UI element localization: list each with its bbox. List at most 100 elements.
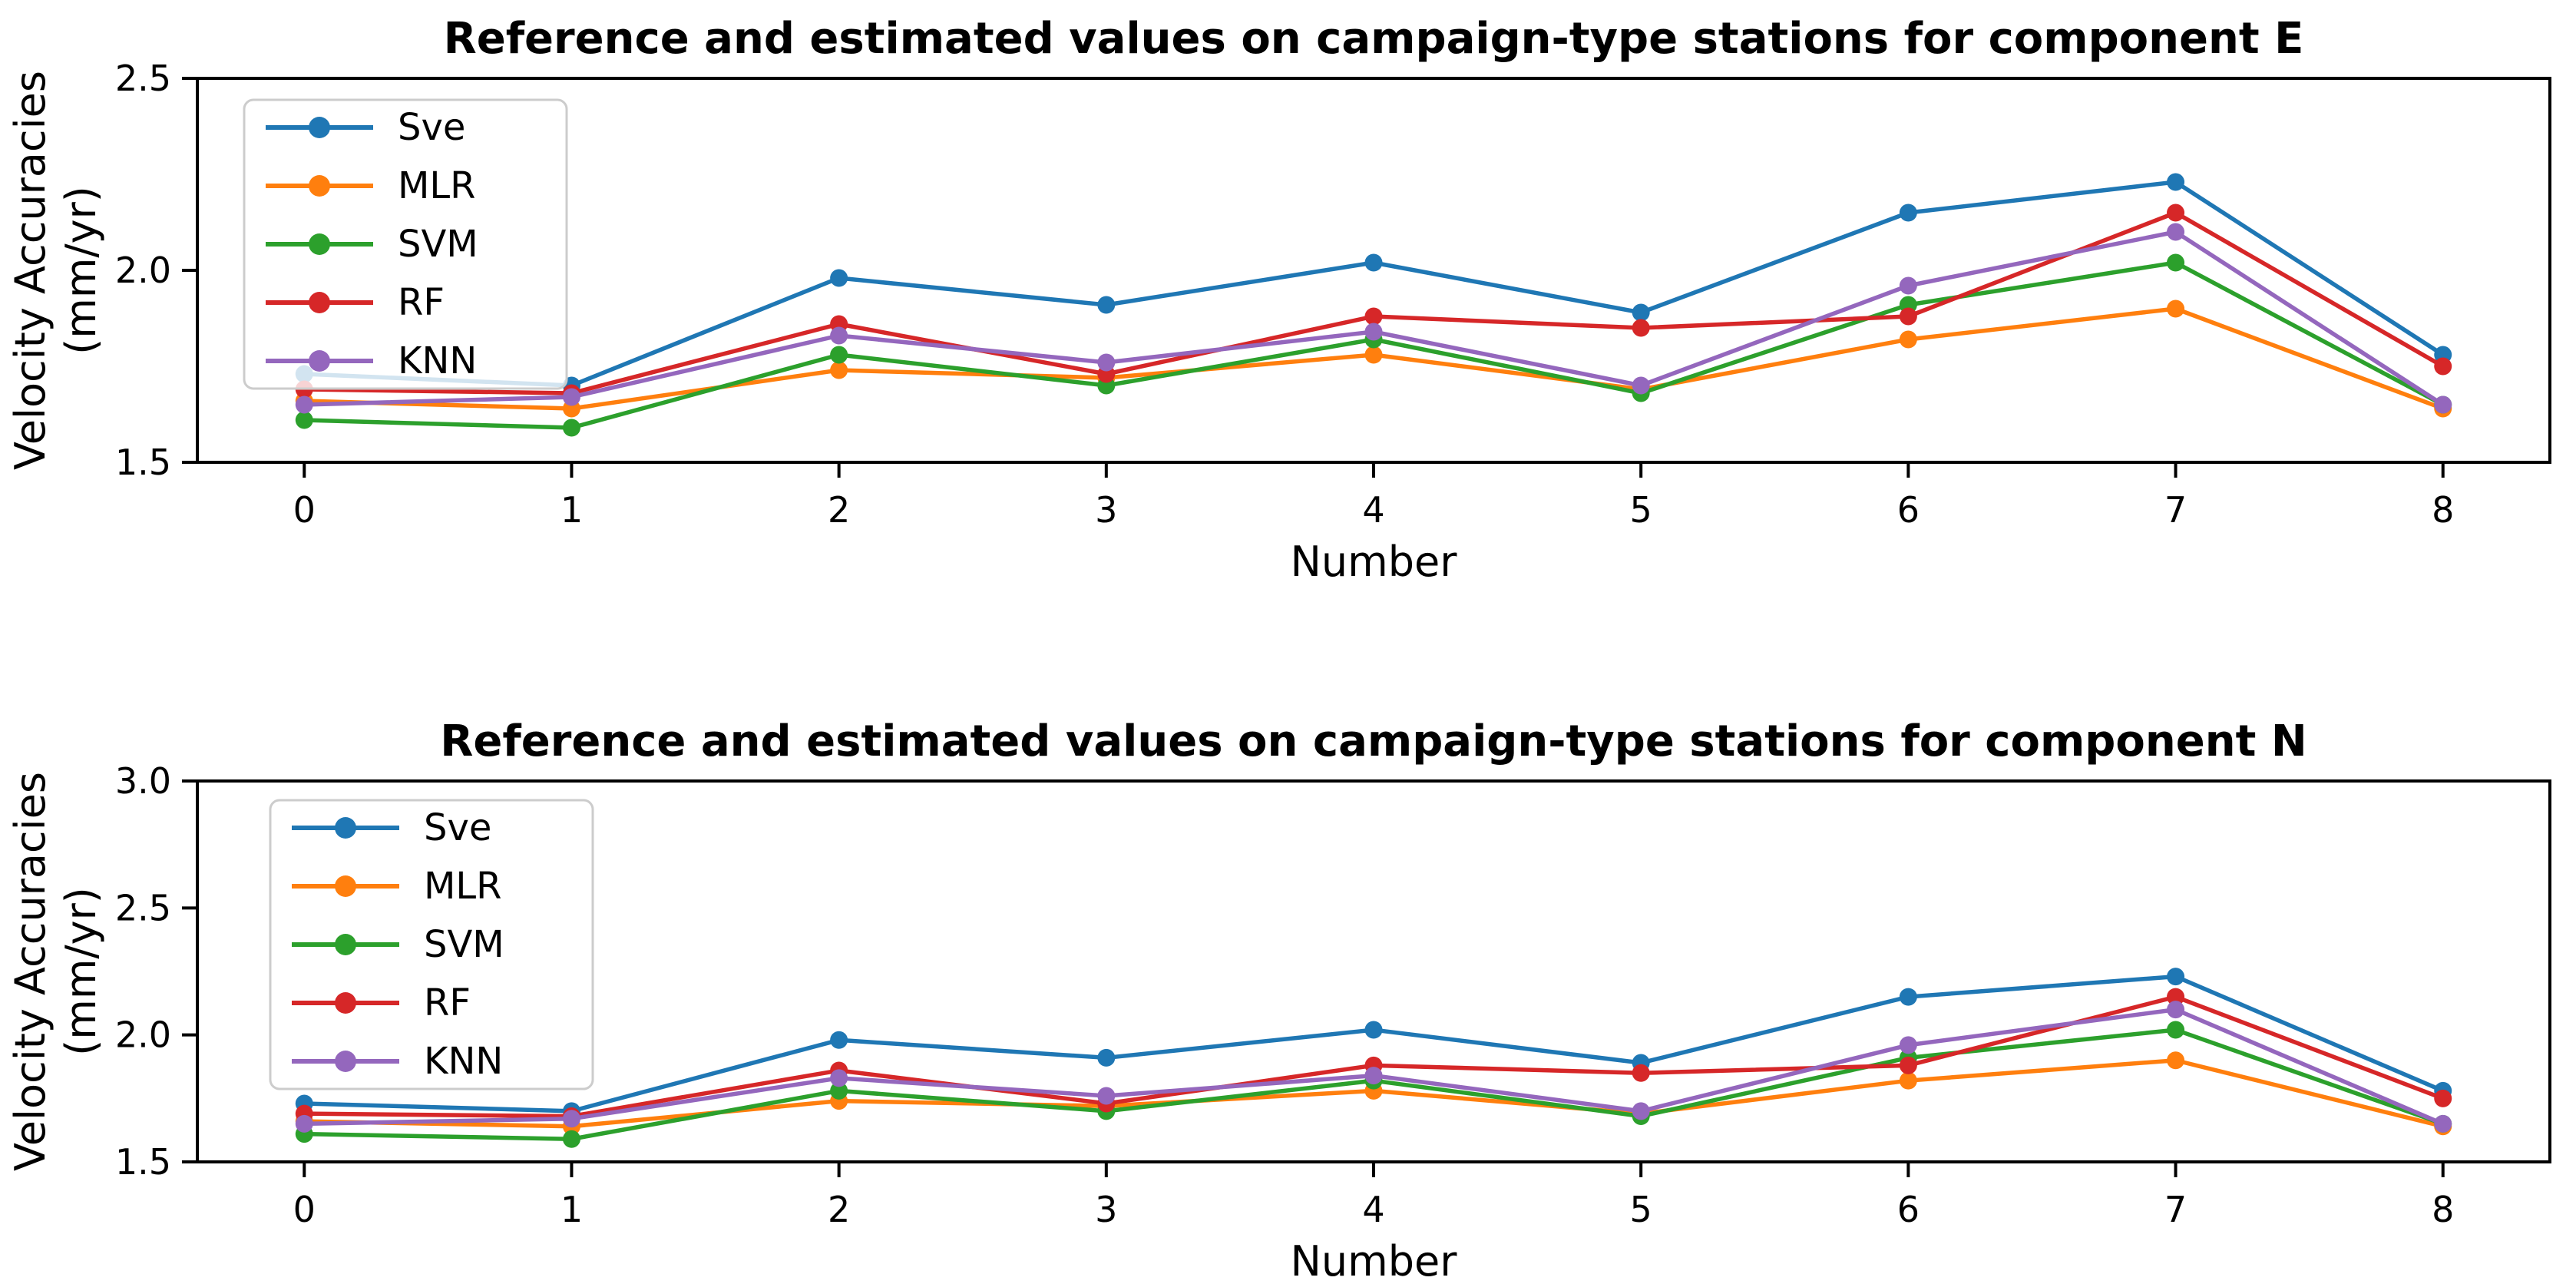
legend-sample-marker-Sve: [335, 817, 356, 839]
x-tick-label: 8: [2432, 489, 2454, 531]
legend-sample-marker-SVM: [309, 233, 330, 255]
series-marker-KNN: [1632, 376, 1650, 395]
legend-label-KNN: KNN: [398, 339, 477, 382]
series-marker-RF: [1899, 307, 1917, 326]
series-marker-KNN: [2167, 1001, 2185, 1019]
series-marker-Sve: [830, 269, 848, 287]
series-marker-Sve: [830, 1031, 848, 1049]
x-tick-label: 5: [1630, 1189, 1652, 1230]
y-axis-label-line2: (mm/yr): [57, 887, 105, 1056]
series-marker-KNN: [1899, 1036, 1917, 1054]
series-marker-KNN: [830, 1069, 848, 1087]
series-marker-SVM: [562, 1130, 580, 1148]
x-tick-label: 8: [2432, 1189, 2454, 1230]
legend-entry-KNN: KNN: [266, 339, 477, 382]
plot-title: Reference and estimated values on campai…: [444, 14, 2304, 64]
legend-entry-SVM: SVM: [266, 223, 478, 266]
series-marker-KNN: [1899, 276, 1917, 295]
legend-label-Sve: Sve: [424, 806, 491, 849]
series-marker-Sve: [1364, 253, 1383, 272]
x-tick-label: 6: [1897, 1189, 1920, 1230]
x-tick-label: 2: [828, 1189, 850, 1230]
series-marker-MLR: [1364, 346, 1383, 364]
series-marker-Sve: [1097, 296, 1116, 314]
legend-sample-marker-RF: [309, 292, 330, 313]
legend-sample-marker-KNN: [309, 350, 330, 372]
y-tick-label: 2.5: [115, 887, 171, 928]
series-marker-RF: [1899, 1056, 1917, 1074]
series-marker-SVM: [295, 411, 313, 429]
series-marker-KNN: [2167, 223, 2185, 241]
y-tick-label: 1.5: [115, 1141, 171, 1183]
series-marker-KNN: [295, 395, 313, 414]
series-marker-Sve: [2167, 173, 2185, 191]
series-marker-RF: [1364, 307, 1383, 326]
legend-sample-marker-MLR: [309, 175, 330, 197]
legend-label-RF: RF: [424, 981, 471, 1024]
legend-entry-KNN: KNN: [292, 1040, 503, 1083]
y-axis-label-line1: Velocity Accuracies: [6, 772, 55, 1171]
y-tick-label: 2.0: [115, 250, 171, 291]
x-axis-label: Number: [1291, 1237, 1458, 1284]
y-axis-label-line2: (mm/yr): [57, 186, 105, 355]
y-axis-label-line1: Velocity Accuracies: [6, 71, 55, 470]
series-marker-RF: [1632, 319, 1650, 337]
x-tick-label: 1: [561, 489, 583, 531]
series-marker-SVM: [562, 419, 580, 437]
series-marker-Sve: [1097, 1048, 1116, 1067]
legend-label-Sve: Sve: [398, 106, 465, 149]
y-tick-label: 2.5: [115, 58, 171, 99]
x-tick-label: 0: [293, 489, 316, 531]
series-marker-Sve: [1899, 988, 1917, 1006]
series-marker-SVM: [830, 346, 848, 364]
series-marker-MLR: [1899, 330, 1917, 349]
series-marker-KNN: [2434, 1114, 2452, 1133]
series-marker-RF: [2167, 204, 2185, 222]
x-tick-label: 3: [1095, 1189, 1117, 1230]
legend-entry-RF: RF: [266, 281, 445, 324]
legend-entry-Sve: Sve: [292, 806, 491, 849]
legend-sample-marker-SVM: [335, 934, 356, 955]
series-marker-RF: [1632, 1064, 1650, 1082]
legend-sample-marker-Sve: [309, 117, 330, 138]
legend-label-MLR: MLR: [398, 164, 476, 207]
legend-sample-marker-KNN: [335, 1051, 356, 1072]
series-marker-MLR: [2167, 1051, 2185, 1070]
series-marker-Sve: [2167, 968, 2185, 986]
x-tick-label: 7: [2164, 489, 2187, 531]
legend-sample-marker-RF: [335, 992, 356, 1014]
series-marker-KNN: [562, 1110, 580, 1128]
x-tick-label: 7: [2164, 1189, 2187, 1230]
series-marker-MLR: [2167, 299, 2185, 318]
legend-label-SVM: SVM: [424, 923, 504, 966]
y-tick-label: 1.5: [115, 442, 171, 483]
series-marker-RF: [2434, 1089, 2452, 1107]
x-tick-label: 2: [828, 489, 850, 531]
legend: Sve MLR SVM RF KNN: [243, 98, 568, 390]
series-marker-KNN: [830, 326, 848, 345]
legend: Sve MLR SVM RF KNN: [269, 799, 594, 1090]
x-tick-label: 1: [561, 1189, 583, 1230]
series-marker-Sve: [1632, 303, 1650, 322]
x-tick-label: 4: [1362, 489, 1384, 531]
chart-component-e: Sve MLR SVM RF KNN 1.5 2.0 2.5 0 1 2 3 4 5 6 7 8 Referenc…: [6, 14, 2551, 586]
legend-entry-RF: RF: [292, 981, 471, 1024]
legend-sample-marker-MLR: [335, 875, 356, 897]
x-tick-label: 0: [293, 1189, 316, 1230]
legend-box: [269, 799, 594, 1090]
legend-label-KNN: KNN: [424, 1040, 503, 1083]
legend-entry-SVM: SVM: [292, 923, 504, 966]
legend-entry-MLR: MLR: [292, 865, 502, 908]
series-marker-KNN: [1364, 323, 1383, 341]
series-marker-KNN: [295, 1114, 313, 1133]
legend-label-SVM: SVM: [398, 223, 478, 266]
plot-title: Reference and estimated values on campai…: [440, 716, 2306, 766]
legend-label-MLR: MLR: [424, 865, 502, 908]
x-tick-label: 3: [1095, 489, 1117, 531]
legend-box: [243, 98, 568, 390]
x-tick-label: 4: [1362, 1189, 1384, 1230]
series-marker-KNN: [1097, 353, 1116, 372]
series-marker-SVM: [830, 1081, 848, 1100]
